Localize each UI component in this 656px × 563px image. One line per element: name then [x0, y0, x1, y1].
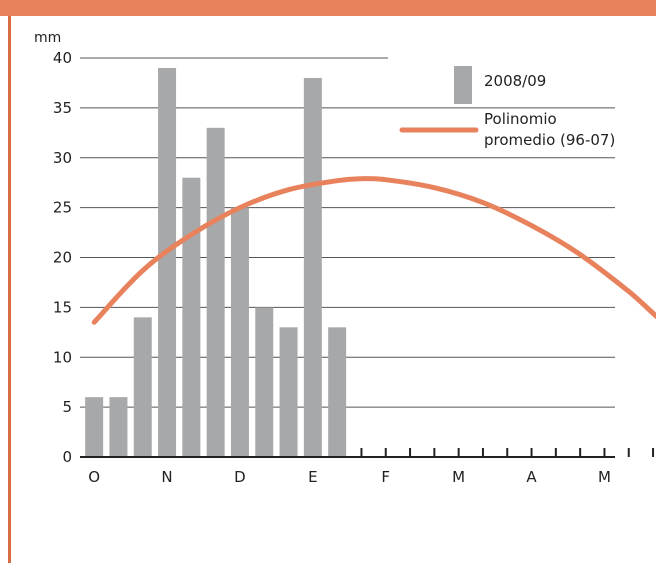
y-tick-label: 25: [53, 199, 72, 217]
bar: [255, 307, 274, 457]
bar: [182, 177, 201, 457]
bar: [158, 67, 177, 457]
line-layer: [91, 176, 656, 325]
y-unit-label: mm: [34, 30, 61, 46]
y-tick-label: 20: [53, 249, 72, 267]
legend: 2008/09 Polinomio promedio (96-07): [399, 66, 615, 149]
legend-bar-label: 2008/09: [484, 72, 546, 90]
axis-layer: [80, 448, 655, 458]
bar: [133, 317, 152, 457]
y-tick-label: 0: [62, 448, 72, 466]
legend-line-label-line: Polinomio: [484, 110, 557, 128]
bar: [109, 397, 128, 457]
bar-layer: [85, 67, 347, 457]
y-tick-label: 5: [62, 398, 72, 416]
legend-bar-swatch: [454, 66, 472, 104]
header-band: [0, 0, 656, 16]
x-tick-label: F: [381, 468, 390, 486]
bar: [85, 397, 104, 457]
y-tick-label: 15: [53, 298, 72, 316]
x-tick-label: O: [88, 468, 100, 486]
x-tick-label: E: [308, 468, 317, 486]
label-layer: 0 5 10 15 20 25 30 35 40 O N D E F M A M: [53, 49, 611, 486]
y-tick-label: 10: [53, 348, 72, 366]
bar: [303, 77, 322, 457]
x-tick-label: A: [526, 468, 537, 486]
y-tick-label: 30: [53, 149, 72, 167]
x-tick-label: M: [598, 468, 611, 486]
legend-line-label: Polinomio promedio (96-07): [484, 110, 615, 149]
bar: [279, 327, 298, 457]
bar: [230, 207, 249, 457]
x-tick-label: N: [161, 468, 172, 486]
bar: [206, 127, 225, 457]
y-tick-label: 35: [53, 99, 72, 117]
y-tick-label: 40: [53, 49, 72, 67]
x-tick-label: M: [452, 468, 465, 486]
x-tick-label: D: [234, 468, 246, 486]
bar: [328, 327, 347, 457]
polynomial-curve: [91, 176, 656, 325]
left-border: [8, 16, 11, 563]
legend-line-label-line: promedio (96-07): [484, 131, 615, 149]
